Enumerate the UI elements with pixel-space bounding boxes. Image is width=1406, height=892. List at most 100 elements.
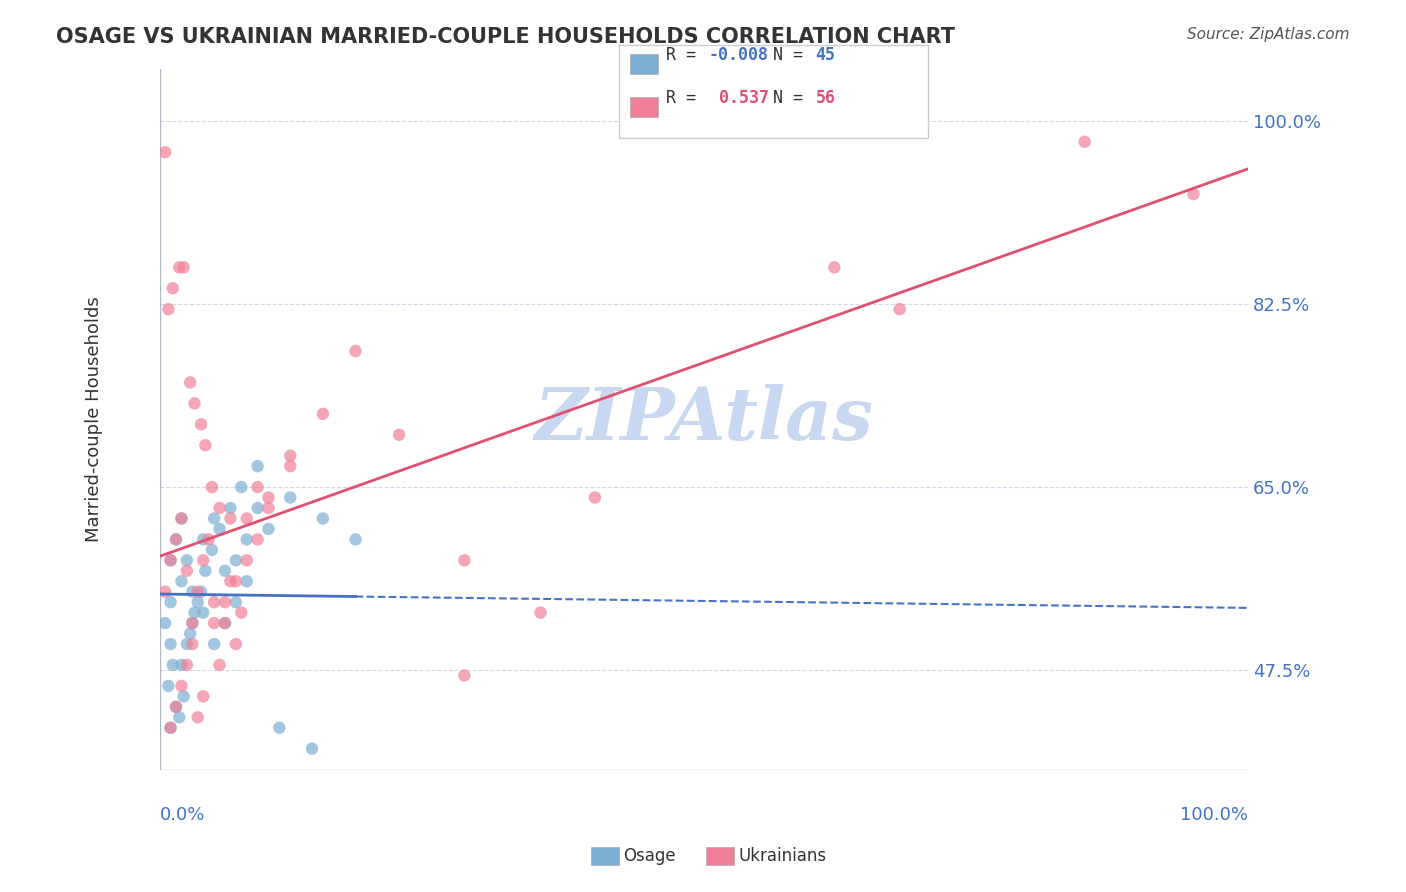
Point bbox=[181, 637, 204, 651]
Point bbox=[208, 522, 231, 536]
Point bbox=[170, 511, 193, 525]
Point bbox=[170, 657, 193, 672]
Point bbox=[246, 459, 269, 474]
Point bbox=[257, 522, 280, 536]
Point bbox=[301, 741, 323, 756]
Point bbox=[159, 637, 181, 651]
Point bbox=[201, 480, 224, 494]
Point bbox=[153, 584, 176, 599]
Text: OSAGE VS UKRAINIAN MARRIED-COUPLE HOUSEHOLDS CORRELATION CHART: OSAGE VS UKRAINIAN MARRIED-COUPLE HOUSEH… bbox=[56, 27, 955, 46]
Point bbox=[169, 260, 191, 275]
Point bbox=[312, 511, 335, 525]
Point bbox=[170, 679, 193, 693]
Point bbox=[165, 699, 187, 714]
Point bbox=[278, 491, 301, 505]
Point bbox=[246, 501, 269, 516]
Text: 0.537: 0.537 bbox=[709, 89, 769, 107]
Point bbox=[246, 480, 269, 494]
Point bbox=[312, 407, 335, 421]
Point bbox=[193, 606, 215, 620]
Text: 45: 45 bbox=[815, 46, 835, 64]
Text: N =: N = bbox=[773, 89, 813, 107]
Point bbox=[179, 626, 201, 640]
Point bbox=[170, 574, 193, 589]
Point bbox=[190, 417, 212, 432]
Point bbox=[889, 302, 911, 317]
Point bbox=[202, 616, 225, 631]
Point bbox=[208, 657, 231, 672]
Point bbox=[157, 302, 180, 317]
Point bbox=[453, 668, 475, 682]
Text: R =: R = bbox=[666, 46, 706, 64]
Point bbox=[246, 533, 269, 547]
Point bbox=[235, 553, 257, 567]
Point bbox=[183, 396, 205, 410]
Point bbox=[187, 595, 209, 609]
Point bbox=[190, 584, 212, 599]
Point bbox=[173, 260, 195, 275]
Point bbox=[162, 281, 184, 295]
Text: Married-couple Households: Married-couple Households bbox=[86, 296, 104, 542]
Point bbox=[219, 511, 242, 525]
Point bbox=[344, 344, 367, 359]
Point bbox=[453, 553, 475, 567]
Point bbox=[159, 721, 181, 735]
Point bbox=[176, 637, 198, 651]
Point bbox=[173, 690, 195, 704]
Text: Ukrainians: Ukrainians bbox=[738, 847, 827, 865]
Point bbox=[193, 690, 215, 704]
Point bbox=[344, 533, 367, 547]
Text: R =: R = bbox=[666, 89, 706, 107]
Point bbox=[583, 491, 606, 505]
Text: Source: ZipAtlas.com: Source: ZipAtlas.com bbox=[1187, 27, 1350, 42]
Point bbox=[257, 501, 280, 516]
Point bbox=[193, 533, 215, 547]
Point bbox=[153, 616, 176, 631]
Text: Osage: Osage bbox=[623, 847, 675, 865]
Point bbox=[176, 564, 198, 578]
Point bbox=[388, 427, 411, 442]
Point bbox=[257, 491, 280, 505]
Point bbox=[193, 553, 215, 567]
Point bbox=[235, 574, 257, 589]
Point bbox=[225, 574, 247, 589]
Text: N =: N = bbox=[773, 46, 813, 64]
Point bbox=[202, 637, 225, 651]
Text: 56: 56 bbox=[815, 89, 835, 107]
Text: ZIPAtlas: ZIPAtlas bbox=[534, 384, 873, 455]
Point bbox=[202, 511, 225, 525]
Point bbox=[225, 595, 247, 609]
Point bbox=[157, 679, 180, 693]
Point bbox=[183, 606, 205, 620]
Point bbox=[170, 511, 193, 525]
Point bbox=[219, 501, 242, 516]
Point bbox=[219, 574, 242, 589]
Point bbox=[179, 376, 201, 390]
Point bbox=[1073, 135, 1095, 149]
Point bbox=[231, 480, 253, 494]
Point bbox=[201, 542, 224, 557]
Point bbox=[187, 710, 209, 724]
Point bbox=[208, 501, 231, 516]
Point bbox=[823, 260, 845, 275]
Point bbox=[176, 657, 198, 672]
Point bbox=[235, 511, 257, 525]
Point bbox=[529, 606, 551, 620]
Point bbox=[162, 657, 184, 672]
Point bbox=[159, 553, 181, 567]
Point bbox=[165, 533, 187, 547]
Point bbox=[1182, 187, 1205, 202]
Point bbox=[187, 584, 209, 599]
Point bbox=[278, 449, 301, 463]
Point bbox=[235, 533, 257, 547]
Point bbox=[269, 721, 291, 735]
Point bbox=[165, 533, 187, 547]
Text: 0.0%: 0.0% bbox=[160, 806, 205, 824]
Point bbox=[159, 553, 181, 567]
Point bbox=[181, 616, 204, 631]
Point bbox=[165, 699, 187, 714]
Point bbox=[181, 584, 204, 599]
Point bbox=[214, 616, 236, 631]
Point bbox=[169, 710, 191, 724]
Point bbox=[194, 438, 217, 452]
